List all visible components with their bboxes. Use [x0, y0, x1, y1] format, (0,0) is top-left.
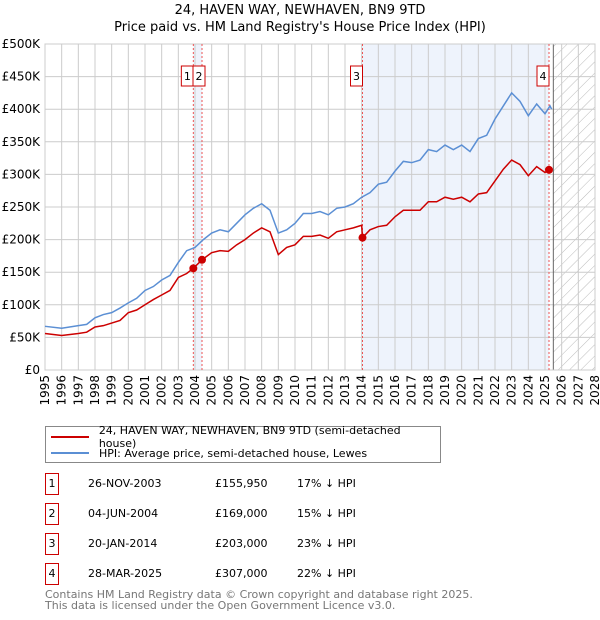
x-tick-label: 2018 — [421, 375, 435, 406]
y-tick-label: £250K — [2, 200, 42, 214]
sale-label-box — [192, 65, 206, 87]
x-tick-label: 2004 — [188, 375, 202, 406]
sales-row: 1 26-NOV-2003 £155,950 17% ↓ HPI — [45, 473, 545, 495]
x-tick-label: 2001 — [138, 375, 152, 406]
sales-row: 3 20-JAN-2014 £203,000 23% ↓ HPI — [45, 533, 545, 555]
x-tick-label: 2020 — [455, 375, 469, 406]
y-tick-label: £200K — [2, 233, 42, 247]
sale-number: 1 — [45, 473, 59, 495]
x-tick-label: 2007 — [238, 375, 252, 406]
sale-date: 04-JUN-2004 — [88, 507, 159, 520]
x-tick-label: 2027 — [571, 375, 585, 406]
chart-subtitle: Price paid vs. HM Land Registry's House … — [114, 20, 486, 35]
y-tick-label: £300K — [2, 167, 42, 181]
chart-title: 24, HAVEN WAY, NEWHAVEN, BN9 9TD — [174, 3, 426, 18]
x-tick-label: 2017 — [405, 375, 419, 406]
sale-label-box — [350, 65, 363, 87]
x-tick-label: 2008 — [255, 375, 269, 406]
sale-hpi-diff: 22% ↓ HPI — [297, 567, 356, 580]
x-tick-label: 1995 — [38, 375, 52, 406]
sale-label: 3 — [353, 70, 360, 83]
x-tick-label: 2019 — [438, 375, 452, 406]
legend: 24, HAVEN WAY, NEWHAVEN, BN9 9TD (semi-d… — [45, 424, 441, 463]
x-tick-label: 2023 — [505, 375, 519, 406]
legend-swatch-hpi — [51, 452, 89, 454]
sale-price: £169,000 — [215, 507, 268, 520]
y-tick-label: £400K — [2, 102, 42, 116]
x-tick-label: 1996 — [55, 375, 69, 406]
y-tick-label: £500K — [2, 37, 42, 51]
x-tick-label: 2009 — [271, 375, 285, 406]
x-tick-label: 2010 — [288, 375, 302, 406]
y-tick-label: £450K — [2, 70, 42, 84]
x-tick-label: 2022 — [488, 375, 502, 406]
sale-hpi-diff: 17% ↓ HPI — [297, 477, 356, 490]
sale-hpi-diff: 15% ↓ HPI — [297, 507, 356, 520]
sale-number: 3 — [45, 533, 59, 555]
x-tick-label: 2014 — [355, 375, 369, 406]
x-tick-label: 1997 — [71, 375, 85, 406]
sale-label: 2 — [196, 70, 203, 83]
footer-line-2: This data is licensed under the Open Gov… — [45, 599, 396, 612]
sale-label: 1 — [184, 70, 191, 83]
sale-price: £155,950 — [215, 477, 268, 490]
sale-date: 26-NOV-2003 — [88, 477, 162, 490]
legend-label-hpi: HPI: Average price, semi-detached house,… — [99, 446, 368, 460]
x-tick-label: 2002 — [155, 375, 169, 406]
sale-number: 2 — [45, 503, 59, 525]
sale-point — [198, 255, 206, 264]
x-tick-label: 2006 — [221, 375, 235, 406]
x-tick-label: 2026 — [555, 375, 569, 406]
y-tick-label: £150K — [2, 265, 42, 279]
sales-row: 4 28-MAR-2025 £307,000 22% ↓ HPI — [45, 563, 545, 585]
x-tick-label: 1999 — [105, 375, 119, 406]
hpi-line — [44, 91, 553, 330]
y-tick-label: £350K — [2, 135, 42, 149]
plot-area: 1995 1996 1997 1998 1999 2000 2001 2002 2003 2004… — [2, 37, 600, 406]
x-tick-label: 2013 — [338, 375, 352, 406]
sale-point — [545, 165, 553, 174]
sale-point — [189, 264, 198, 273]
x-tick-label: 2012 — [321, 375, 335, 406]
x-tick-label: 2025 — [538, 375, 552, 406]
y-tick-label: £50K — [9, 330, 41, 344]
legend-label-property: 24, HAVEN WAY, NEWHAVEN, BN9 9TD (semi-d… — [98, 424, 401, 450]
sale-hpi-diff: 23% ↓ HPI — [297, 537, 356, 550]
y-tick-label: £100K — [2, 298, 42, 312]
x-tick-label: 2016 — [388, 375, 402, 406]
sale-label-box — [536, 65, 550, 87]
sale-date: 28-MAR-2025 — [88, 567, 163, 580]
x-tick-label: 2021 — [471, 375, 485, 406]
sale-point — [358, 233, 367, 242]
sale-label: 4 — [540, 70, 547, 83]
sale-price: £307,000 — [215, 567, 268, 580]
sale-number: 4 — [45, 563, 59, 585]
footer: Contains HM Land Registry data © Crown c… — [45, 589, 473, 611]
footer-line-1: Contains HM Land Registry data © Crown c… — [45, 588, 473, 601]
x-tick-label: 2011 — [305, 375, 319, 406]
property-line — [44, 159, 553, 337]
sale-date: 20-JAN-2014 — [88, 537, 158, 550]
sale-price: £203,000 — [215, 537, 268, 550]
y-tick-label: £0 — [25, 363, 40, 377]
x-tick-label: 2015 — [371, 375, 385, 406]
x-tick-label: 2028 — [588, 375, 600, 406]
legend-swatch-property — [51, 436, 89, 438]
x-tick-label: 2024 — [521, 375, 535, 406]
x-tick-label: 2003 — [171, 375, 185, 406]
x-tick-label: 2005 — [205, 375, 219, 406]
x-tick-label: 2000 — [121, 375, 135, 406]
plot-border — [44, 43, 596, 371]
sales-row: 2 04-JUN-2004 £169,000 15% ↓ HPI — [45, 503, 545, 525]
x-tick-label: 1998 — [88, 375, 102, 406]
